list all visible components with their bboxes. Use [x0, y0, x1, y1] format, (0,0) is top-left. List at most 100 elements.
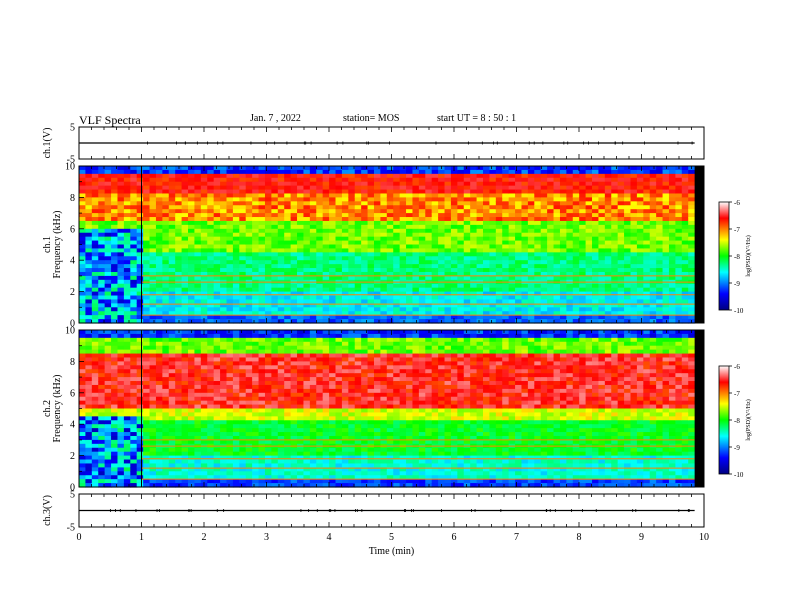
heatmap-cell — [181, 381, 189, 386]
heatmap-cell — [136, 349, 144, 355]
heatmap-cell — [290, 197, 298, 202]
heatmap-cell — [111, 349, 119, 355]
heatmap-cell — [335, 256, 343, 261]
heatmap-cell — [149, 435, 157, 441]
heatmap-cell — [162, 197, 170, 202]
heatmap-cell — [200, 341, 208, 347]
heatmap-cell — [668, 295, 676, 301]
heatmap-cell — [547, 311, 555, 316]
heatmap-cell — [85, 166, 93, 171]
heatmap-cell — [232, 236, 240, 242]
heatmap-cell — [168, 271, 176, 277]
heatmap-cell — [418, 213, 426, 218]
heatmap-cell — [418, 275, 426, 281]
heatmap-cell — [463, 252, 471, 257]
heatmap-cell — [572, 252, 580, 257]
heatmap-cell — [547, 303, 555, 308]
heatmap-cell — [194, 432, 202, 437]
heatmap-cell — [450, 166, 458, 171]
heatmap-cell — [123, 361, 131, 366]
heatmap-cell — [393, 240, 401, 246]
heatmap-cell — [168, 303, 176, 308]
heatmap-cell — [200, 424, 208, 429]
heatmap-cell — [662, 228, 670, 234]
heatmap-cell — [175, 404, 183, 410]
heatmap-cell — [681, 185, 689, 191]
heatmap-cell — [559, 240, 567, 246]
heatmap-cell — [367, 169, 375, 175]
heatmap-cell — [136, 197, 144, 202]
heatmap-cell — [175, 295, 183, 301]
heatmap-cell — [155, 447, 163, 453]
heatmap-cell — [143, 439, 151, 445]
heatmap-cell — [155, 193, 163, 198]
heatmap-cell — [521, 213, 529, 218]
heatmap-cell — [117, 319, 125, 324]
heatmap-cell — [553, 228, 561, 234]
heatmap-cell — [117, 365, 125, 370]
heatmap-cell — [604, 307, 612, 312]
heatmap-cell — [373, 205, 381, 210]
heatmap-cell — [515, 299, 523, 304]
heatmap-cell — [123, 181, 131, 187]
heatmap-cell — [104, 384, 112, 390]
heatmap-cell — [418, 236, 426, 242]
heatmap-cell — [406, 177, 414, 183]
heatmap-cell — [130, 392, 138, 398]
heatmap-cell — [495, 291, 503, 297]
heatmap-cell — [502, 319, 510, 324]
heatmap-cell — [412, 232, 420, 238]
heatmap-cell — [98, 319, 106, 324]
heatmap-cell — [681, 181, 689, 187]
heatmap-cell — [592, 232, 600, 238]
heatmap-cell — [79, 224, 87, 230]
heatmap-cell — [245, 213, 253, 218]
heatmap-cell — [136, 256, 144, 261]
y-tick-label: 6 — [70, 224, 75, 235]
heatmap-cell — [98, 463, 106, 468]
heatmap-cell — [104, 341, 112, 347]
heatmap-cell — [688, 209, 696, 214]
heatmap-cell — [373, 232, 381, 238]
heatmap-cell — [649, 264, 657, 269]
heatmap-cell — [104, 232, 112, 238]
heatmap-cell — [111, 432, 119, 437]
heatmap-cell — [194, 232, 202, 238]
heatmap-cell — [232, 217, 240, 222]
heatmap-cell — [649, 205, 657, 210]
heatmap-cell — [579, 260, 587, 265]
heatmap-cell — [515, 287, 523, 293]
heatmap-cell — [611, 193, 619, 198]
heatmap-cell — [277, 197, 285, 202]
heatmap-cell — [335, 275, 343, 281]
heatmap-cell — [668, 224, 676, 230]
heatmap-cell — [284, 169, 292, 175]
heatmap-cell — [181, 197, 189, 202]
heatmap-cell — [630, 248, 638, 253]
heatmap-cell — [476, 236, 484, 242]
heatmap-cell — [303, 213, 311, 218]
heatmap-cell — [181, 330, 189, 335]
heatmap-cell — [162, 451, 170, 457]
heatmap-cell — [79, 400, 87, 406]
heatmap-cell — [303, 220, 311, 226]
heatmap-cell — [188, 240, 196, 246]
heatmap-cell — [412, 181, 420, 187]
heatmap-cell — [579, 315, 587, 320]
heatmap-cell — [630, 303, 638, 308]
heatmap-cell — [200, 345, 208, 351]
heatmap-cell — [604, 197, 612, 202]
heatmap-cell — [393, 299, 401, 304]
heatmap-cell — [175, 169, 183, 175]
heatmap-cell — [220, 201, 228, 206]
heatmap-cell — [104, 311, 112, 316]
heatmap-cell — [181, 260, 189, 265]
heatmap-cell — [444, 236, 452, 242]
heatmap-cell — [335, 319, 343, 324]
heatmap-cell — [188, 377, 196, 382]
heatmap-cell — [168, 408, 176, 414]
heatmap-cell — [431, 244, 439, 250]
heatmap-cell — [207, 479, 215, 484]
heatmap-cell — [297, 232, 305, 238]
heatmap-cell — [361, 236, 369, 242]
